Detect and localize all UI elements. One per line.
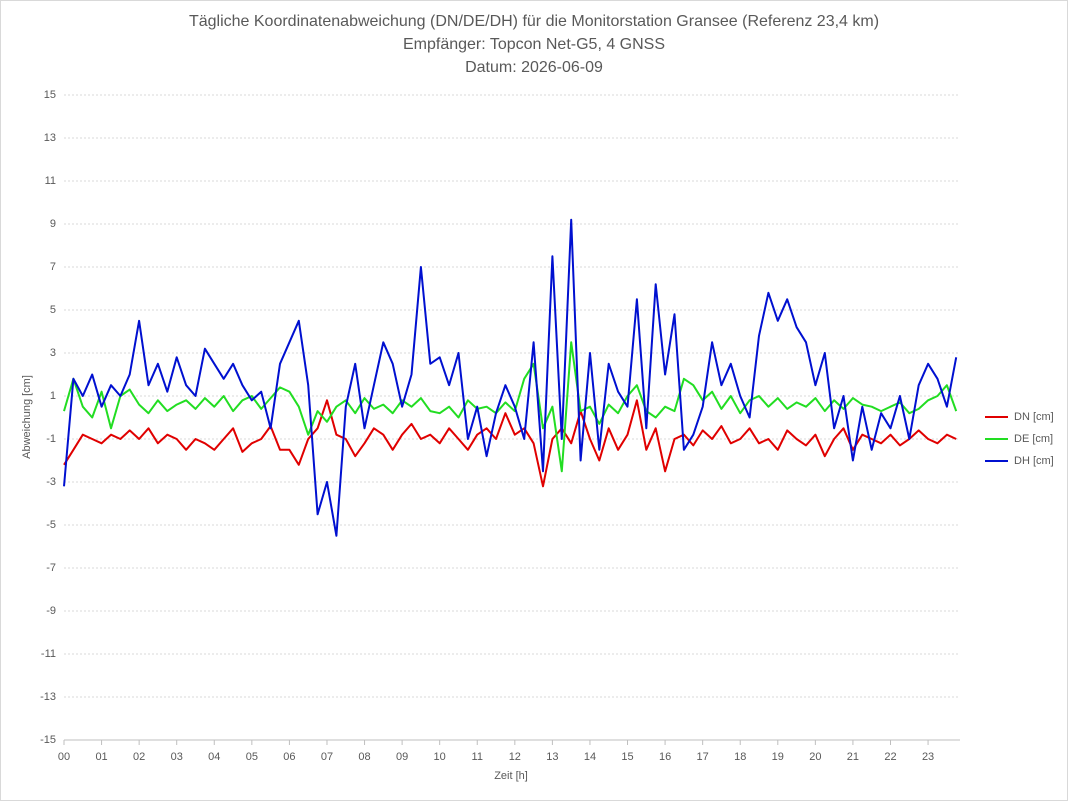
y-tick-label: 5: [50, 304, 56, 316]
y-tick-label: -3: [46, 476, 56, 488]
legend-label: DN [cm]: [1014, 411, 1054, 423]
x-tick-label: 17: [697, 751, 709, 763]
legend-label: DH [cm]: [1014, 455, 1054, 467]
y-tick-label: -1: [46, 433, 56, 445]
x-tick-label: 13: [546, 751, 558, 763]
y-tick-label: 9: [50, 218, 56, 230]
x-tick-label: 20: [809, 751, 821, 763]
chart-subtitle: Empfänger: Topcon Net-G5, 4 GNSS: [403, 36, 665, 53]
y-tick-label: 11: [45, 175, 56, 187]
x-tick-label: 22: [884, 751, 896, 763]
y-tick-label: -13: [40, 691, 56, 703]
y-tick-label: -11: [41, 648, 56, 660]
x-tick-label: 02: [133, 751, 145, 763]
y-tick-label: -9: [46, 605, 56, 617]
series-line: [63, 218, 958, 537]
x-tick-label: 00: [58, 751, 70, 763]
y-tick-label: 3: [50, 347, 56, 359]
x-tick-label: 15: [621, 751, 633, 763]
y-tick-label: 7: [50, 261, 56, 273]
y-axis-label: Abweichung [cm]: [21, 375, 33, 459]
series-line: [63, 341, 958, 473]
y-tick-label: 1: [50, 390, 56, 402]
x-tick-label: 06: [283, 751, 295, 763]
x-tick-label: 09: [396, 751, 408, 763]
x-axis-label: Zeit [h]: [494, 770, 528, 782]
x-tick-label: 21: [847, 751, 859, 763]
x-tick-label: 16: [659, 751, 671, 763]
series-line: [63, 399, 957, 488]
legend-label: DE [cm]: [1014, 433, 1053, 445]
x-tick-label: 23: [922, 751, 934, 763]
x-tick-label: 03: [171, 751, 183, 763]
x-tick-label: 14: [584, 751, 596, 763]
x-tick-label: 05: [246, 751, 258, 763]
x-tick-label: 12: [509, 751, 521, 763]
x-tick-label: 08: [358, 751, 370, 763]
x-tick-label: 19: [772, 751, 784, 763]
x-tick-label: 18: [734, 751, 746, 763]
y-tick-label: 15: [44, 89, 56, 101]
chart-title: Tägliche Koordinatenabweichung (DN/DE/DH…: [189, 13, 879, 30]
y-tick-label: -5: [46, 519, 56, 531]
x-tick-label: 10: [434, 751, 446, 763]
y-tick-label: -15: [40, 734, 56, 746]
x-tick-label: 07: [321, 751, 333, 763]
x-tick-label: 11: [472, 751, 483, 763]
x-tick-label: 01: [95, 751, 107, 763]
chart-date: Datum: 2026-06-09: [465, 59, 603, 76]
y-tick-label: 13: [44, 132, 56, 144]
y-tick-label: -7: [46, 562, 56, 574]
x-tick-label: 04: [208, 751, 220, 763]
